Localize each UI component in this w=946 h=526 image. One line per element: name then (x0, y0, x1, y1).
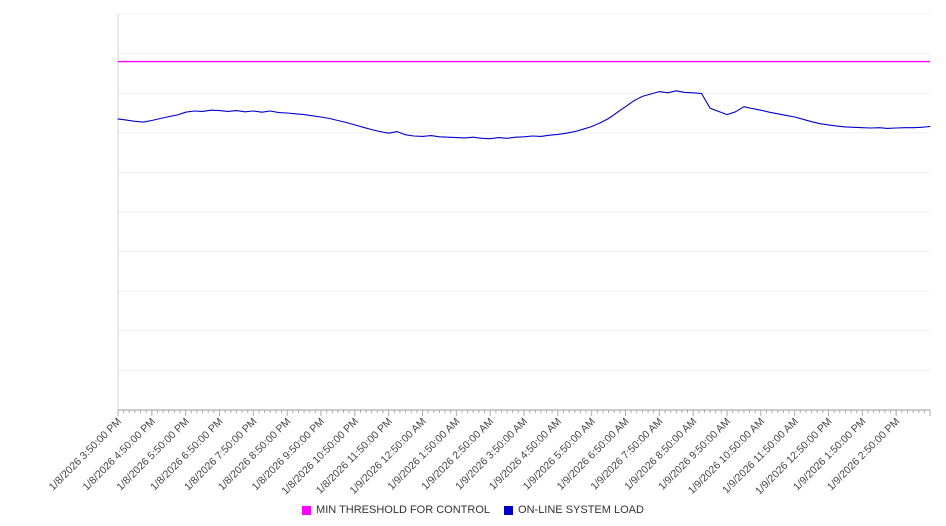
online-system-load-line (117, 90, 931, 140)
legend-label-online-load: ON-LINE SYSTEM LOAD (518, 504, 644, 516)
legend-item-min-threshold[interactable]: MIN THRESHOLD FOR CONTROL (302, 504, 490, 516)
legend-item-online-load[interactable]: ON-LINE SYSTEM LOAD (504, 504, 644, 516)
chart-legend: MIN THRESHOLD FOR CONTROL ON-LINE SYSTEM… (0, 504, 946, 516)
legend-swatch-blue (504, 505, 514, 515)
legend-swatch-magenta (302, 505, 312, 515)
chart-canvas: 1/8/2026 3:50:00 PM1/8/2026 4:50:00 PM1/… (47, 13, 931, 497)
legend-label-min-threshold: MIN THRESHOLD FOR CONTROL (316, 504, 491, 516)
